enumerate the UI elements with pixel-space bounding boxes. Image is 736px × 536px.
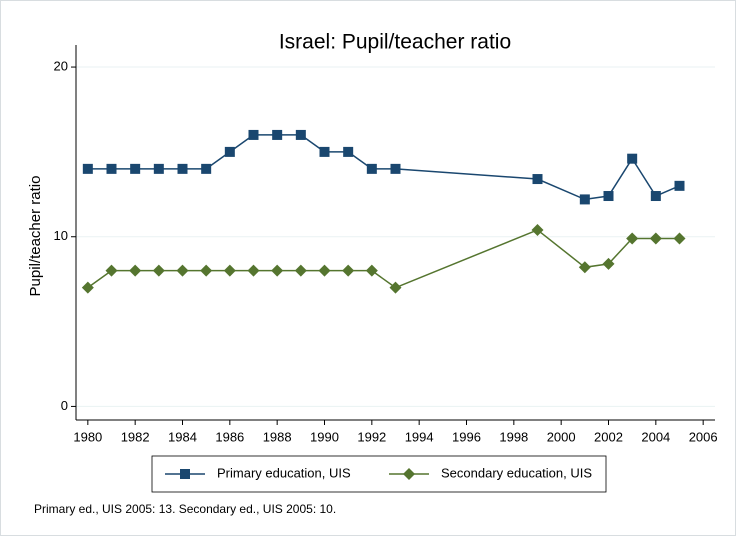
- marker: [294, 264, 307, 277]
- marker: [674, 180, 685, 191]
- marker: [578, 261, 591, 274]
- marker: [271, 264, 284, 277]
- x-tick-label: 2002: [594, 429, 623, 444]
- marker: [342, 264, 355, 277]
- marker: [318, 264, 331, 277]
- x-tick-label: 1994: [405, 429, 434, 444]
- marker: [223, 264, 236, 277]
- marker: [153, 163, 164, 174]
- x-tick-label: 2006: [689, 429, 718, 444]
- x-tick-label: 2004: [641, 429, 670, 444]
- marker: [649, 232, 662, 245]
- legend-label: Secondary education, UIS: [441, 465, 592, 480]
- marker: [176, 264, 189, 277]
- marker: [626, 232, 639, 245]
- marker: [130, 163, 141, 174]
- marker: [603, 191, 614, 202]
- marker: [82, 163, 93, 174]
- legend-marker: [403, 468, 415, 480]
- x-tick-label: 1992: [357, 429, 386, 444]
- y-tick-label: 10: [54, 228, 68, 243]
- marker: [673, 232, 686, 245]
- marker: [532, 174, 543, 185]
- marker: [81, 281, 94, 294]
- x-tick-label: 1982: [121, 429, 150, 444]
- marker: [390, 163, 401, 174]
- y-axis-title: Pupil/teacher ratio: [27, 176, 44, 297]
- marker: [602, 257, 615, 270]
- marker: [129, 264, 142, 277]
- marker: [319, 146, 330, 157]
- marker: [389, 281, 402, 294]
- x-tick-label: 1990: [310, 429, 339, 444]
- x-tick-label: 1988: [263, 429, 292, 444]
- marker: [200, 264, 213, 277]
- marker: [224, 146, 235, 157]
- marker: [272, 129, 283, 140]
- plot-area: [76, 45, 715, 420]
- marker: [201, 163, 212, 174]
- x-tick-label: 1980: [73, 429, 102, 444]
- marker: [627, 153, 638, 164]
- marker: [366, 163, 377, 174]
- marker: [106, 163, 117, 174]
- x-tick-label: 1986: [215, 429, 244, 444]
- marker: [247, 264, 260, 277]
- marker: [650, 191, 661, 202]
- x-tick-label: 2000: [547, 429, 576, 444]
- marker: [365, 264, 378, 277]
- legend: [151, 455, 607, 493]
- chart-title: Israel: Pupil/teacher ratio: [279, 31, 511, 54]
- marker: [152, 264, 165, 277]
- marker: [579, 194, 590, 205]
- marker: [295, 129, 306, 140]
- legend-marker: [180, 469, 190, 479]
- marker: [105, 264, 118, 277]
- marker: [531, 223, 544, 236]
- marker: [248, 129, 259, 140]
- legend-label: Primary education, UIS: [217, 465, 351, 480]
- y-tick-label: 0: [61, 398, 68, 413]
- marker: [343, 146, 354, 157]
- x-tick-label: 1996: [452, 429, 481, 444]
- note: Primary ed., UIS 2005: 13. Secondary ed.…: [34, 502, 336, 516]
- y-tick-label: 20: [54, 58, 68, 73]
- marker: [177, 163, 188, 174]
- x-tick-label: 1984: [168, 429, 197, 444]
- x-tick-label: 1998: [499, 429, 528, 444]
